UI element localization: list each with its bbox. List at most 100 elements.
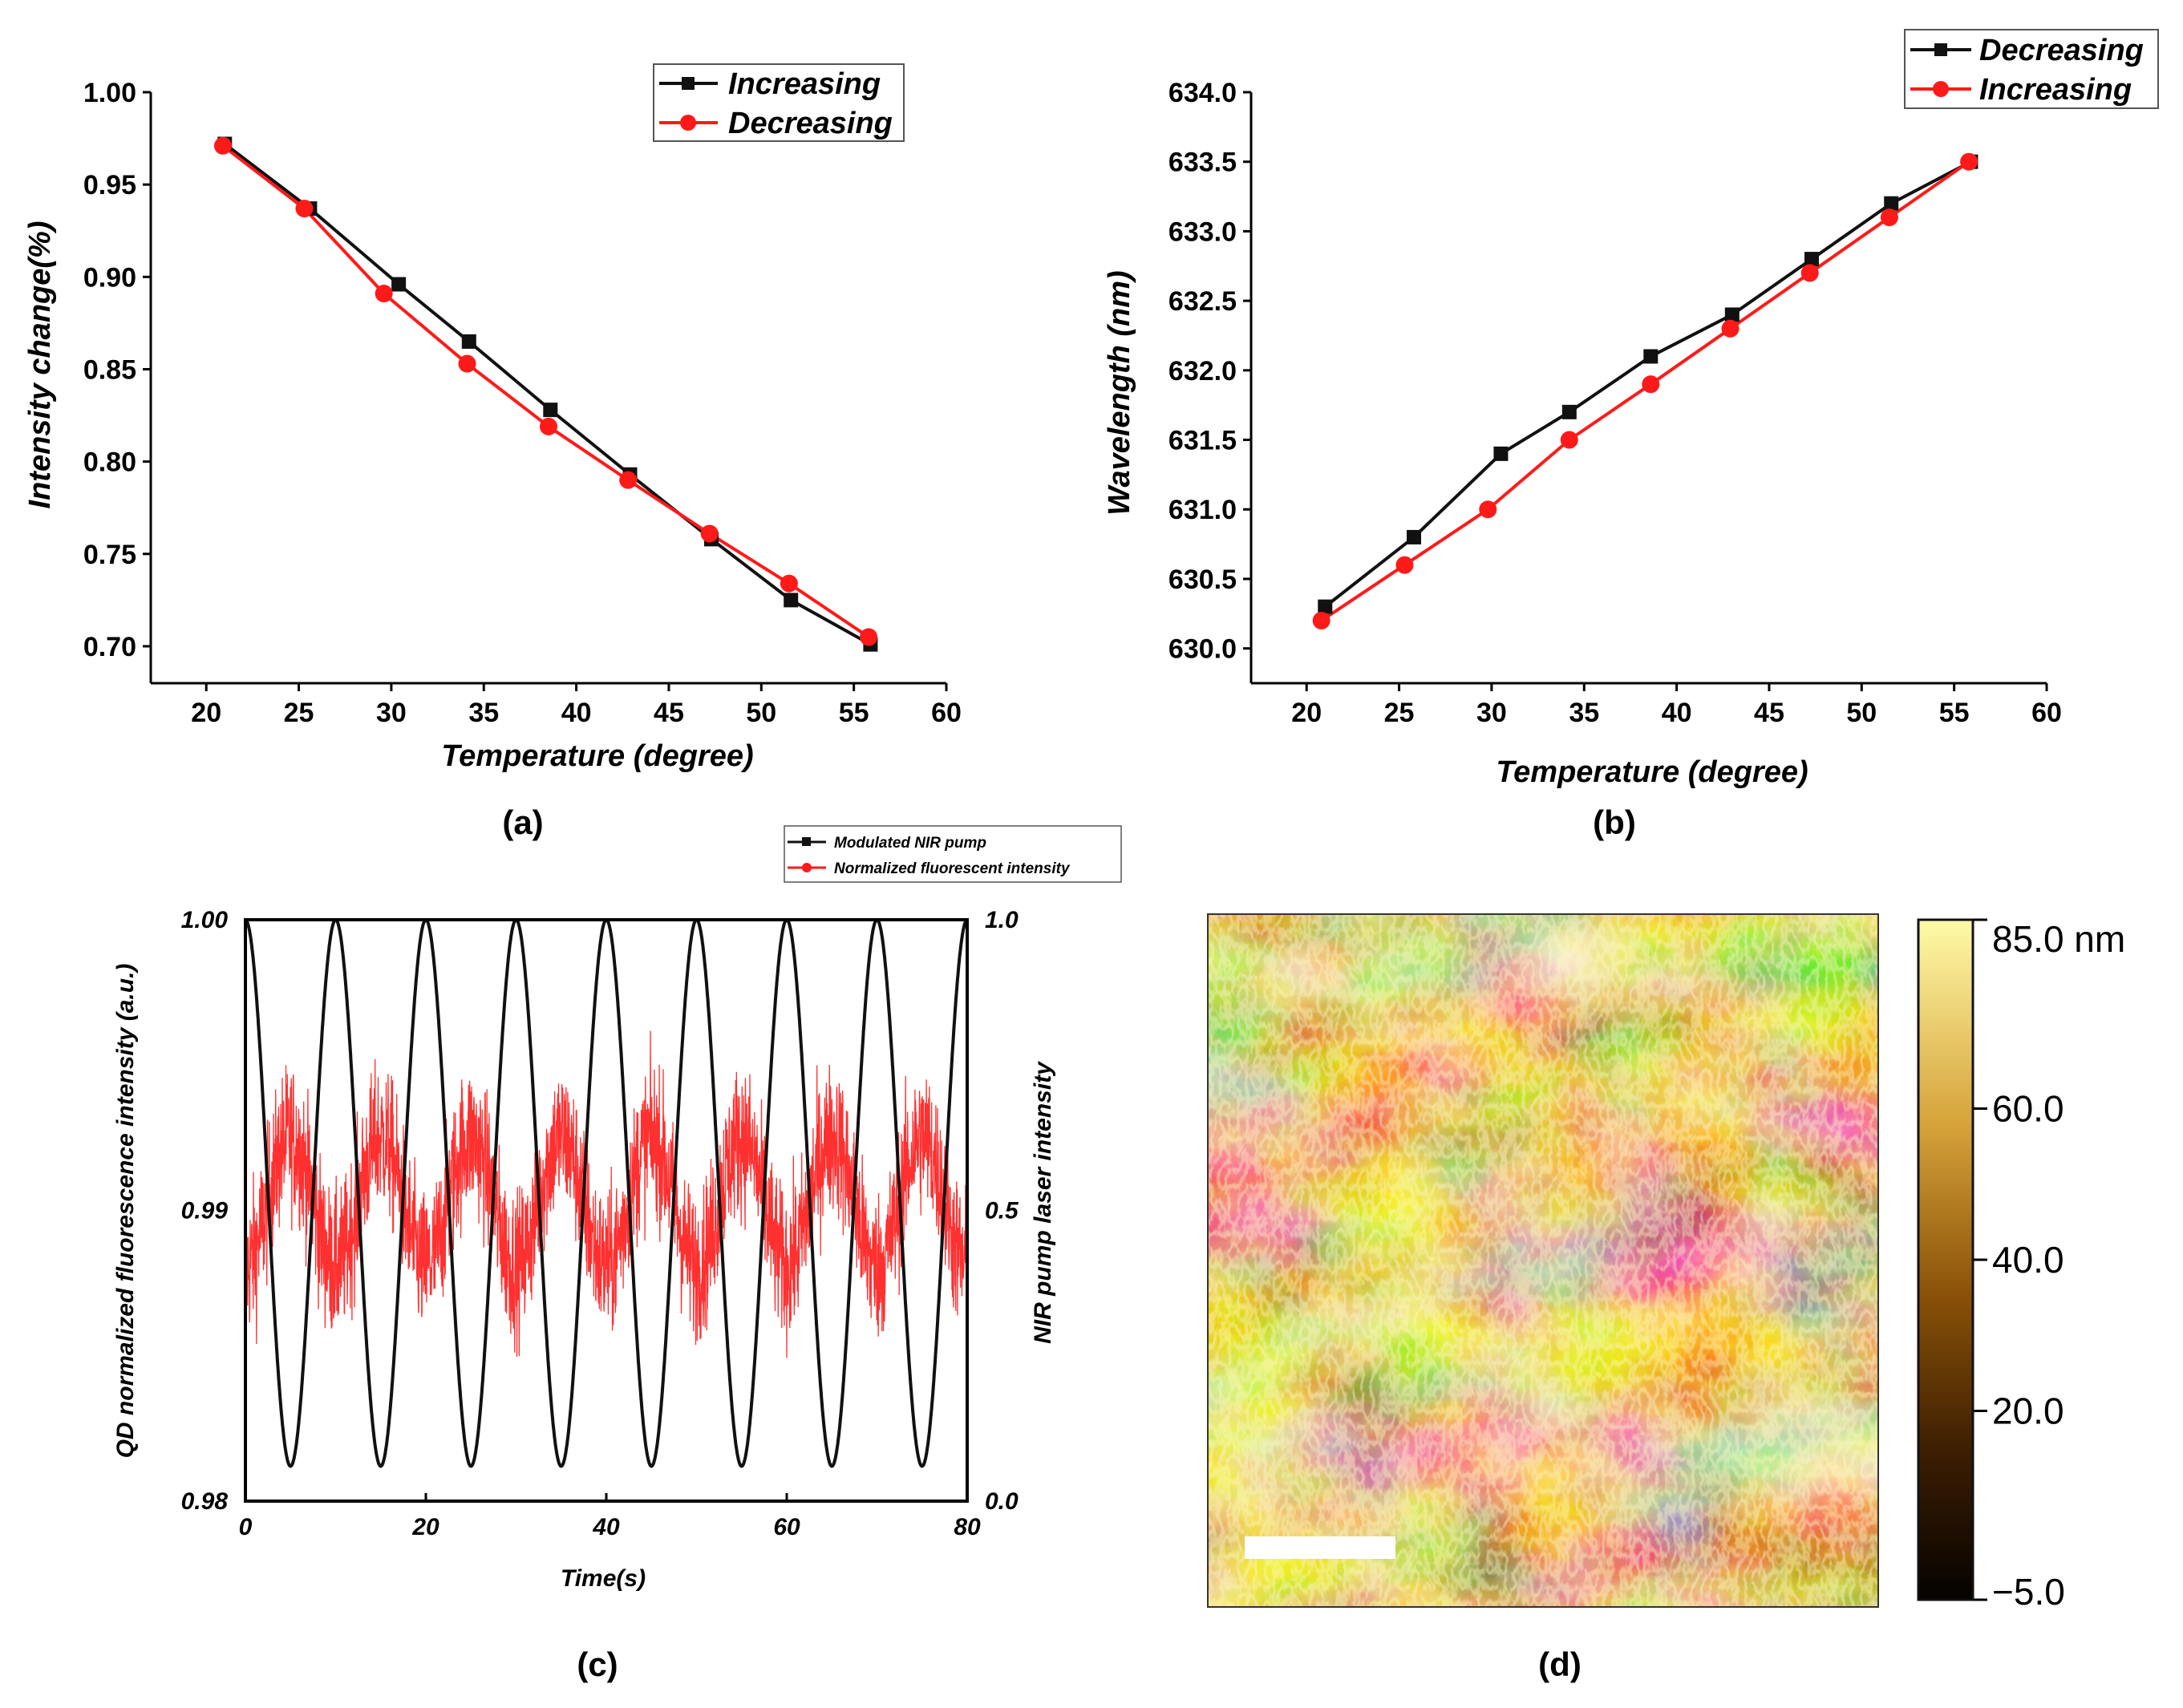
x-tick-label: 20	[1291, 698, 1322, 728]
x-tick-label: 35	[1569, 698, 1599, 728]
series-line	[221, 144, 870, 639]
pump-trace	[247, 920, 967, 1468]
legend-label: Increasing	[1979, 73, 2132, 107]
data-point-circle	[1800, 264, 1819, 282]
panel-d: 85.0 nm 60.0 40.0 20.0 −5.0 (d)	[1207, 913, 2125, 1683]
data-point-circle	[860, 628, 878, 646]
y-tick-label: 0.98	[181, 1488, 229, 1515]
y-tick-label: 0.75	[83, 540, 136, 570]
legend-square-marker	[802, 837, 811, 846]
panel-a-xlabel: Temperature (degree)	[441, 739, 753, 773]
x-tick-label: 60	[2031, 698, 2062, 728]
panel-b-label: (b)	[1593, 803, 1636, 841]
data-point-circle	[619, 471, 638, 489]
data-point-circle	[780, 574, 798, 593]
fluorescence-trace	[247, 1030, 967, 1358]
panel-c-legend: Modulated NIR pump Normalized fluorescen…	[784, 825, 1122, 883]
legend-label: Modulated NIR pump	[834, 835, 986, 852]
x-tick-label: 55	[1939, 698, 1970, 728]
data-point-square	[1884, 196, 1899, 211]
data-point-circle	[1395, 556, 1414, 574]
panel-b-legend: Decreasing Increasing	[1904, 29, 2159, 109]
data-point-square	[543, 403, 558, 418]
y-tick-label: 0.70	[83, 632, 136, 662]
data-point-circle	[213, 136, 232, 155]
y-tick-label: 633.0	[1168, 217, 1237, 247]
x-tick-label: 0	[239, 1514, 253, 1540]
panel-b-xticks: 20 25 30 35 40 45 50 55 60	[1291, 683, 2062, 728]
x-tick-label: 25	[1384, 698, 1415, 728]
legend-label: Increasing	[728, 67, 881, 101]
data-point-circle	[1312, 611, 1330, 629]
panel-c-ylabel: QD normalized fluorescence intensity (a.…	[112, 964, 139, 1459]
data-point-circle	[1642, 375, 1660, 394]
panel-a-series	[213, 136, 878, 652]
panel-a-yticks: 0.70 0.75 0.80 0.85 0.90 0.95 1.00	[83, 78, 151, 662]
panel-c-ticks: 0 20 40 60 80 0.98 0.99 1.00 0.0 0.5 1.0	[181, 907, 1019, 1540]
data-point-circle	[700, 524, 719, 543]
x-tick-label: 45	[654, 698, 684, 728]
data-point-square	[1804, 252, 1820, 267]
x-tick-label: 55	[839, 698, 869, 728]
data-point-square	[784, 593, 799, 608]
data-point-circle	[1560, 431, 1578, 449]
afm-frame	[1207, 913, 1879, 1608]
colorbar-tick-label: −5.0	[1992, 1571, 2065, 1613]
y-tick-label: 0.90	[83, 262, 136, 293]
x-tick-label: 40	[561, 698, 592, 728]
y-tick-label: 630.0	[1168, 634, 1237, 665]
legend-square-marker	[1934, 43, 1947, 56]
panel-b: 20 25 30 35 40 45 50 55 60 630.0630.5631.0631.56…	[1103, 29, 2159, 841]
y-tick-label: 0.95	[83, 170, 136, 200]
legend-circle-marker	[680, 115, 696, 131]
legend-square-marker	[682, 77, 695, 90]
afm-fiber-texture	[1208, 914, 1878, 1607]
legend-circle-marker	[802, 863, 812, 872]
colorbar-tick-label: 60.0	[1992, 1088, 2064, 1130]
x-tick-label: 25	[284, 698, 314, 728]
x-tick-label: 40	[592, 1514, 620, 1540]
x-tick-label: 60	[773, 1514, 800, 1540]
colorbar-ticks: 85.0 nm 60.0 40.0 20.0 −5.0	[1973, 918, 2125, 1613]
y-tick-label: 632.0	[1168, 356, 1237, 387]
data-point-square	[1561, 404, 1577, 419]
x-tick-label: 30	[376, 698, 407, 728]
panel-a-label: (a)	[502, 803, 543, 841]
y-tick-label: 0.85	[83, 354, 136, 385]
data-point-square	[1493, 446, 1509, 461]
panel-c-black-series	[247, 920, 967, 1468]
panel-b-series	[1312, 152, 1978, 629]
series-line	[1320, 160, 1970, 622]
panel-b-yticks: 630.0 630.5 631.0 631.5 632.0 632.5 633.0 633.5…	[1168, 78, 1251, 665]
x-tick-label: 20	[411, 1514, 439, 1540]
data-point-square	[1407, 529, 1422, 544]
y-tick-label: 0.80	[83, 447, 136, 478]
series-line	[224, 142, 872, 646]
legend-label: Decreasing	[1979, 34, 2144, 67]
x-tick-label: 20	[191, 698, 221, 728]
x-tick-label: 80	[954, 1514, 981, 1540]
panel-b-ylabel: Wavelength (nm)	[1103, 270, 1136, 515]
panel-a-ylabel: Intensity change(%)	[23, 221, 57, 509]
data-point-square	[1318, 599, 1333, 614]
legend-label: Decreasing	[728, 107, 893, 140]
panel-c: 0 20 40 60 80 0.98 0.99 1.00 0.0 0.5 1.0 Time(s) Q…	[112, 825, 1122, 1683]
data-point-circle	[295, 200, 314, 218]
y-tick-label: 632.5	[1168, 286, 1237, 317]
y-tick-label: 631.5	[1168, 426, 1237, 456]
panel-a-legend: Increasing Decreasing	[653, 63, 905, 142]
x-tick-label: 35	[468, 698, 499, 728]
x-tick-label: 60	[931, 698, 962, 728]
x-tick-label: 50	[746, 698, 776, 728]
y-right-tick-label: 0.0	[985, 1488, 1019, 1515]
data-point-circle	[1721, 319, 1740, 338]
y-tick-label: 630.5	[1168, 565, 1237, 595]
colorbar	[1917, 918, 1974, 1601]
x-tick-label: 40	[1662, 698, 1692, 728]
panel-c-red-series	[247, 1030, 967, 1358]
data-point-square	[1643, 349, 1659, 364]
legend-box	[784, 825, 1122, 883]
data-point-circle	[540, 417, 557, 435]
panel-a: 20 25 30 35 40 45 50 55 60 0.70 0.75 0.80 0.85 0.90 0…	[23, 63, 962, 841]
